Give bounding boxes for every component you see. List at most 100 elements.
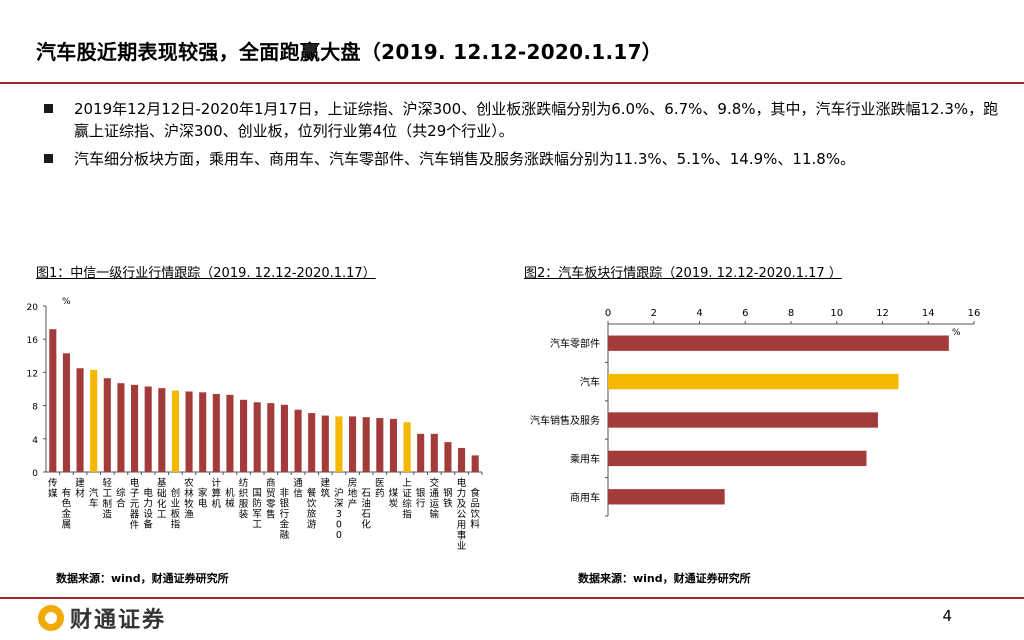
bullet-square-icon [44, 154, 53, 163]
x-tick-label: 基础化工 [157, 477, 167, 521]
x-tick-label: 有色金属 [62, 487, 72, 531]
figure2-source: 数据来源：wind，财通证券研究所 [578, 572, 751, 585]
bar [335, 416, 343, 472]
x-tick-label: 机械 [225, 487, 235, 510]
x-tick-label: 钢铁 [443, 487, 453, 510]
bar [608, 489, 725, 505]
bar [362, 417, 370, 472]
bullet-list: 2019年12月12日-2020年1月17日，上证综指、沪深300、创业板涨跌幅… [40, 98, 1000, 176]
x-tick-label: 建材 [75, 477, 85, 500]
x-tick-label: 8 [788, 308, 794, 319]
bar [349, 416, 357, 472]
figure1-source: 数据来源：wind，财通证券研究所 [56, 572, 229, 585]
bar [62, 353, 70, 472]
bar [267, 403, 275, 472]
logo-coin-icon [38, 605, 64, 631]
x-tick-label: 餐饮旅游 [307, 487, 317, 531]
bar [417, 433, 425, 472]
bar [280, 404, 288, 472]
x-tick-label: 上证综指 [402, 478, 412, 521]
x-tick-label: 非银行金融 [280, 487, 290, 541]
bar [131, 384, 139, 472]
title-divider [0, 82, 1024, 84]
bullet-item: 2019年12月12日-2020年1月17日，上证综指、沪深300、创业板涨跌幅… [40, 98, 1000, 142]
x-tick-label: 农林牧渔 [184, 477, 194, 521]
bar [608, 373, 899, 390]
x-tick-label: 银行 [416, 487, 426, 510]
bar [49, 329, 57, 472]
x-tick-label: 商贸零售 [266, 477, 276, 521]
x-tick-label: 食品饮料 [470, 487, 480, 531]
x-tick-label: 国防军工 [252, 488, 262, 531]
x-tick-label: 6 [742, 308, 748, 319]
bullet-item: 汽车细分板块方面，乘用车、商用车、汽车零部件、汽车销售及服务涨跌幅分别为11.3… [40, 148, 1000, 170]
y-tick-label: 汽车 [580, 376, 600, 389]
x-tick-label: 交通运输 [430, 477, 440, 521]
x-tick-label: 房地产 [348, 477, 358, 510]
bullet-text: 2019年12月12日-2020年1月17日，上证综指、沪深300、创业板涨跌幅… [74, 100, 999, 140]
bar [608, 335, 949, 351]
x-tick-label: 通信 [293, 478, 303, 500]
footer-divider [0, 597, 1024, 599]
x-tick-label: 电力设备 [143, 487, 153, 531]
page-title: 汽车股近期表现较强，全面跑赢大盘（2019. 12.12-2020.1.17） [36, 40, 663, 64]
x-tick-label: 电力及公用事业 [457, 477, 467, 552]
page-number: 4 [942, 607, 952, 625]
y-tick-label: 汽车零部件 [550, 337, 600, 350]
y-unit-label: % [62, 297, 71, 307]
y-tick-label: 汽车销售及服务 [530, 414, 600, 427]
bullet-text: 汽车细分板块方面，乘用车、商用车、汽车零部件、汽车销售及服务涨跌幅分别为11.3… [74, 150, 856, 168]
bar [158, 388, 166, 472]
bar [376, 418, 384, 472]
bar [294, 409, 302, 472]
bar [117, 383, 125, 472]
x-tick-label: 传媒 [48, 477, 58, 500]
bar [308, 413, 316, 472]
x-tick-label: 2 [651, 308, 657, 319]
bar [199, 392, 207, 472]
y-tick-label: 4 [32, 436, 38, 446]
bar [403, 422, 411, 472]
bar [76, 368, 84, 472]
figure1-caption: 图1：中信一级行业行情跟踪（2019. 12.12-2020.1.17） [36, 266, 376, 281]
bullet-square-icon [44, 104, 53, 113]
x-tick-label: 家电 [198, 487, 208, 510]
x-tick-label: 10 [830, 308, 843, 319]
x-unit-label: % [952, 328, 961, 338]
bar [171, 390, 179, 472]
bar [471, 455, 479, 472]
x-tick-label: 综合 [116, 487, 126, 510]
bar [226, 394, 234, 472]
x-tick-label: 石油石化 [361, 488, 371, 531]
x-tick-label: 医药 [375, 478, 385, 500]
x-tick-label: 0 [605, 308, 611, 319]
x-tick-label: 14 [922, 308, 935, 319]
y-tick-label: 16 [27, 336, 39, 346]
bar [321, 415, 329, 472]
bar [389, 418, 397, 472]
bar [430, 433, 438, 472]
x-tick-label: 16 [968, 308, 981, 319]
bar [90, 369, 98, 472]
x-tick-label: 纺织服装 [239, 477, 249, 521]
x-tick-label: 创业板指 [171, 487, 181, 531]
y-tick-label: 0 [32, 469, 38, 479]
x-tick-label: 12 [876, 308, 889, 319]
y-tick-label: 20 [27, 303, 39, 313]
bar [144, 386, 152, 472]
y-tick-label: 12 [27, 369, 38, 379]
bar [608, 412, 878, 428]
y-tick-label: 乘用车 [570, 452, 600, 465]
bar [240, 399, 248, 472]
bar [212, 393, 220, 472]
x-tick-label: 电子元器件 [130, 477, 140, 531]
bar [608, 450, 867, 467]
bar [444, 442, 452, 472]
y-tick-label: 8 [32, 403, 38, 413]
bar [103, 378, 111, 472]
x-tick-label: 建筑 [321, 477, 331, 500]
y-tick-label: 商用车 [570, 491, 600, 504]
company-logo: 财通证券 [38, 601, 166, 635]
